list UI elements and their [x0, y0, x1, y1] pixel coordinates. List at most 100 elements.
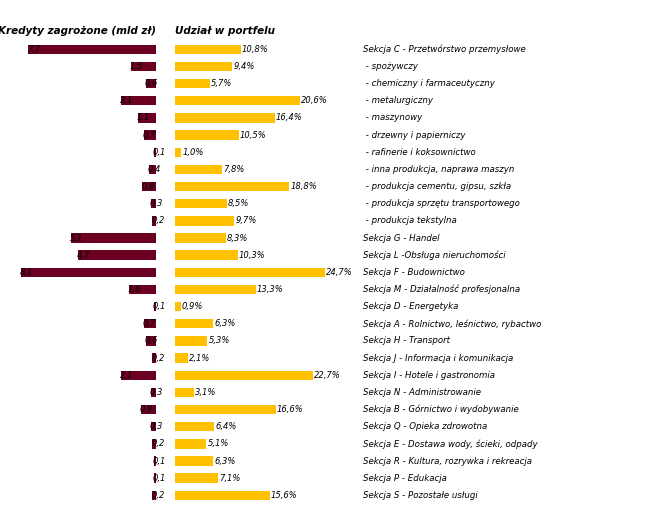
Text: - spożywczy: - spożywczy [363, 62, 419, 71]
Text: 0,6: 0,6 [145, 336, 158, 346]
Bar [151, 199, 156, 208]
Bar [144, 130, 156, 140]
Bar [153, 216, 156, 225]
Text: 5,1%: 5,1% [207, 439, 228, 448]
Text: - metalurgiczny: - metalurgiczny [363, 96, 434, 105]
Text: 16,6%: 16,6% [277, 405, 304, 414]
Bar [154, 148, 156, 157]
Bar [129, 285, 156, 294]
Text: 2,1%: 2,1% [189, 354, 210, 362]
Bar [143, 182, 156, 191]
Bar [175, 199, 227, 208]
Text: 2,1: 2,1 [119, 371, 133, 380]
Text: 0,3: 0,3 [149, 422, 163, 431]
Text: 0,1: 0,1 [153, 474, 166, 483]
Text: 0,9: 0,9 [140, 405, 153, 414]
Text: Sekcja E - Dostawa wody, ścieki, odpady: Sekcja E - Dostawa wody, ścieki, odpady [363, 439, 538, 448]
Bar [78, 250, 156, 260]
Bar [121, 371, 156, 380]
Text: 5,7%: 5,7% [211, 79, 232, 88]
Text: 6,3%: 6,3% [215, 319, 236, 328]
Text: Sekcja R - Kultura, rozrywka i rekreacja: Sekcja R - Kultura, rozrywka i rekreacja [363, 457, 532, 466]
Text: 0,9%: 0,9% [182, 302, 203, 311]
Text: 5,1: 5,1 [70, 234, 83, 242]
Text: 0,4: 0,4 [148, 165, 161, 174]
Text: 9,7%: 9,7% [235, 216, 256, 225]
Text: 0,2: 0,2 [151, 354, 164, 362]
Bar [175, 233, 225, 243]
Text: 0,1: 0,1 [153, 457, 166, 466]
Bar [21, 268, 156, 277]
Text: 22,7%: 22,7% [314, 371, 341, 380]
Text: Sekcja A - Rolnictwo, leśnictwo, rybactwo: Sekcja A - Rolnictwo, leśnictwo, rybactw… [363, 319, 542, 328]
Bar [121, 96, 156, 105]
Bar [146, 336, 156, 346]
Bar [175, 473, 218, 483]
Text: 5,3%: 5,3% [208, 336, 230, 346]
Text: 0,1: 0,1 [153, 302, 166, 311]
Text: 16,4%: 16,4% [276, 114, 302, 123]
Text: - produkcja tekstylna: - produkcja tekstylna [363, 216, 457, 225]
Text: 20,6%: 20,6% [301, 96, 328, 105]
Text: 0,6: 0,6 [145, 79, 158, 88]
Bar [175, 113, 275, 123]
Text: 13,3%: 13,3% [257, 285, 284, 294]
Text: 0,2: 0,2 [151, 491, 164, 500]
Bar [154, 302, 156, 312]
Text: 1,0%: 1,0% [182, 148, 204, 157]
Bar [154, 473, 156, 483]
Text: Kredyty zagrożone (mld zł): Kredyty zagrożone (mld zł) [0, 26, 156, 36]
Text: 9,4%: 9,4% [234, 62, 255, 71]
Text: 6,3%: 6,3% [215, 457, 236, 466]
Text: Sekcja C - Przetwórstwo przemysłowe: Sekcja C - Przetwórstwo przemysłowe [363, 45, 526, 54]
Bar [175, 182, 289, 191]
Text: - chemiczny i farmaceutyczny: - chemiczny i farmaceutyczny [363, 79, 495, 88]
Text: 6,4%: 6,4% [215, 422, 237, 431]
Bar [151, 388, 156, 397]
Text: 0,3: 0,3 [149, 388, 163, 397]
Text: 0,2: 0,2 [151, 439, 164, 448]
Bar [175, 371, 313, 380]
Text: Sekcja I - Hotele i gastronomia: Sekcja I - Hotele i gastronomia [363, 371, 495, 380]
Text: 2,1: 2,1 [119, 96, 133, 105]
Text: 10,8%: 10,8% [242, 45, 269, 54]
Bar [175, 148, 181, 157]
Text: 10,5%: 10,5% [240, 131, 267, 139]
Bar [175, 456, 214, 466]
Bar [144, 319, 156, 328]
Text: 7,1%: 7,1% [219, 474, 241, 483]
Bar [175, 319, 214, 328]
Bar [153, 353, 156, 363]
Text: - rafinerie i koksownictwo: - rafinerie i koksownictwo [363, 148, 476, 157]
Text: 24,7%: 24,7% [326, 268, 353, 277]
Text: Sekcja P - Edukacja: Sekcja P - Edukacja [363, 474, 447, 483]
Bar [175, 216, 234, 225]
Text: Sekcja N - Administrowanie: Sekcja N - Administrowanie [363, 388, 482, 397]
Bar [151, 422, 156, 432]
Text: Sekcja D - Energetyka: Sekcja D - Energetyka [363, 302, 459, 311]
Text: Sekcja B - Górnictwo i wydobywanie: Sekcja B - Górnictwo i wydobywanie [363, 405, 519, 414]
Bar [175, 302, 180, 312]
Bar [175, 353, 188, 363]
Bar [175, 165, 223, 174]
Bar [175, 285, 256, 294]
Bar [71, 233, 156, 243]
Text: - produkcja sprzętu transportowego: - produkcja sprzętu transportowego [363, 199, 520, 208]
Text: 0,1: 0,1 [153, 148, 166, 157]
Bar [175, 62, 232, 71]
Text: 1,5: 1,5 [130, 62, 143, 71]
Bar [141, 405, 156, 414]
Bar [175, 405, 276, 414]
Text: Sekcja J - Informacja i komunikacja: Sekcja J - Informacja i komunikacja [363, 354, 514, 362]
Text: - inna produkcja, naprawa maszyn: - inna produkcja, naprawa maszyn [363, 165, 515, 174]
Bar [28, 45, 156, 54]
Bar [175, 388, 194, 397]
Text: - maszynowy: - maszynowy [363, 114, 422, 123]
Bar [138, 113, 156, 123]
Bar [175, 439, 206, 448]
Text: Sekcja S - Pozostałe usługi: Sekcja S - Pozostałe usługi [363, 491, 478, 500]
Text: 3,1%: 3,1% [195, 388, 217, 397]
Text: 1,6: 1,6 [128, 285, 141, 294]
Text: 0,2: 0,2 [151, 216, 164, 225]
Bar [175, 250, 238, 260]
